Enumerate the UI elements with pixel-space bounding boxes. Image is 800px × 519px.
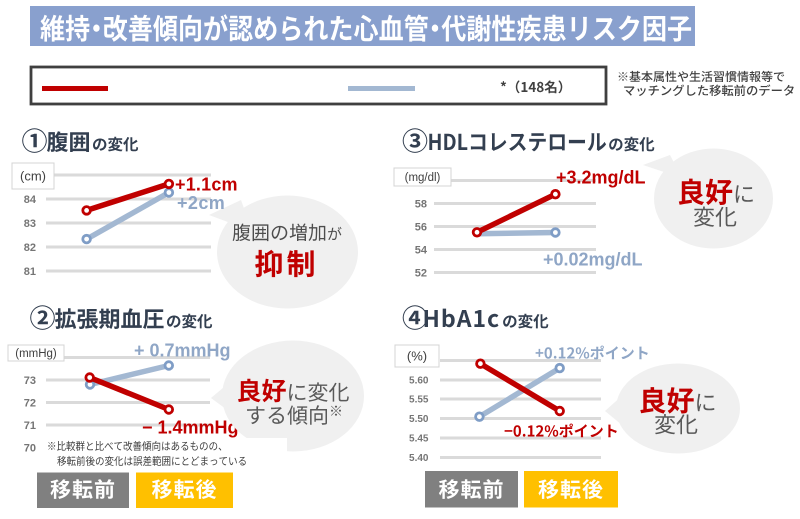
svg-text:+0.02mg/dL: +0.02mg/dL	[543, 250, 643, 270]
svg-text:5.40: 5.40	[409, 453, 429, 464]
svg-text:56: 56	[415, 221, 427, 233]
svg-text:84: 84	[24, 194, 37, 206]
svg-text:5.60: 5.60	[409, 376, 429, 387]
svg-text:(mmHg): (mmHg)	[15, 348, 57, 360]
svg-text:52: 52	[415, 267, 427, 279]
svg-text:(%): (%)	[407, 349, 427, 364]
svg-text:72: 72	[24, 397, 36, 409]
svg-text:+ 0.7mmHg: + 0.7mmHg	[134, 341, 231, 361]
svg-text:+2cm: +2cm	[177, 193, 225, 213]
svg-text:5.50: 5.50	[409, 414, 429, 425]
svg-text:+1.1cm: +1.1cm	[175, 175, 238, 195]
svg-text:− 1.4mmHg: − 1.4mmHg	[142, 418, 239, 438]
svg-text:(cm): (cm)	[20, 169, 46, 184]
svg-text:54: 54	[415, 244, 428, 256]
svg-text:81: 81	[24, 266, 36, 278]
svg-text:+3.2mg/dL: +3.2mg/dL	[556, 168, 646, 188]
svg-text:5.45: 5.45	[409, 434, 429, 445]
svg-text:73: 73	[24, 375, 36, 387]
svg-text:83: 83	[24, 218, 36, 230]
svg-text:82: 82	[24, 242, 36, 254]
svg-text:70: 70	[24, 442, 36, 454]
svg-text:5.55: 5.55	[409, 395, 429, 406]
svg-text:71: 71	[24, 420, 36, 432]
svg-text:(mg/dl): (mg/dl)	[405, 172, 441, 184]
svg-text:58: 58	[415, 198, 427, 210]
